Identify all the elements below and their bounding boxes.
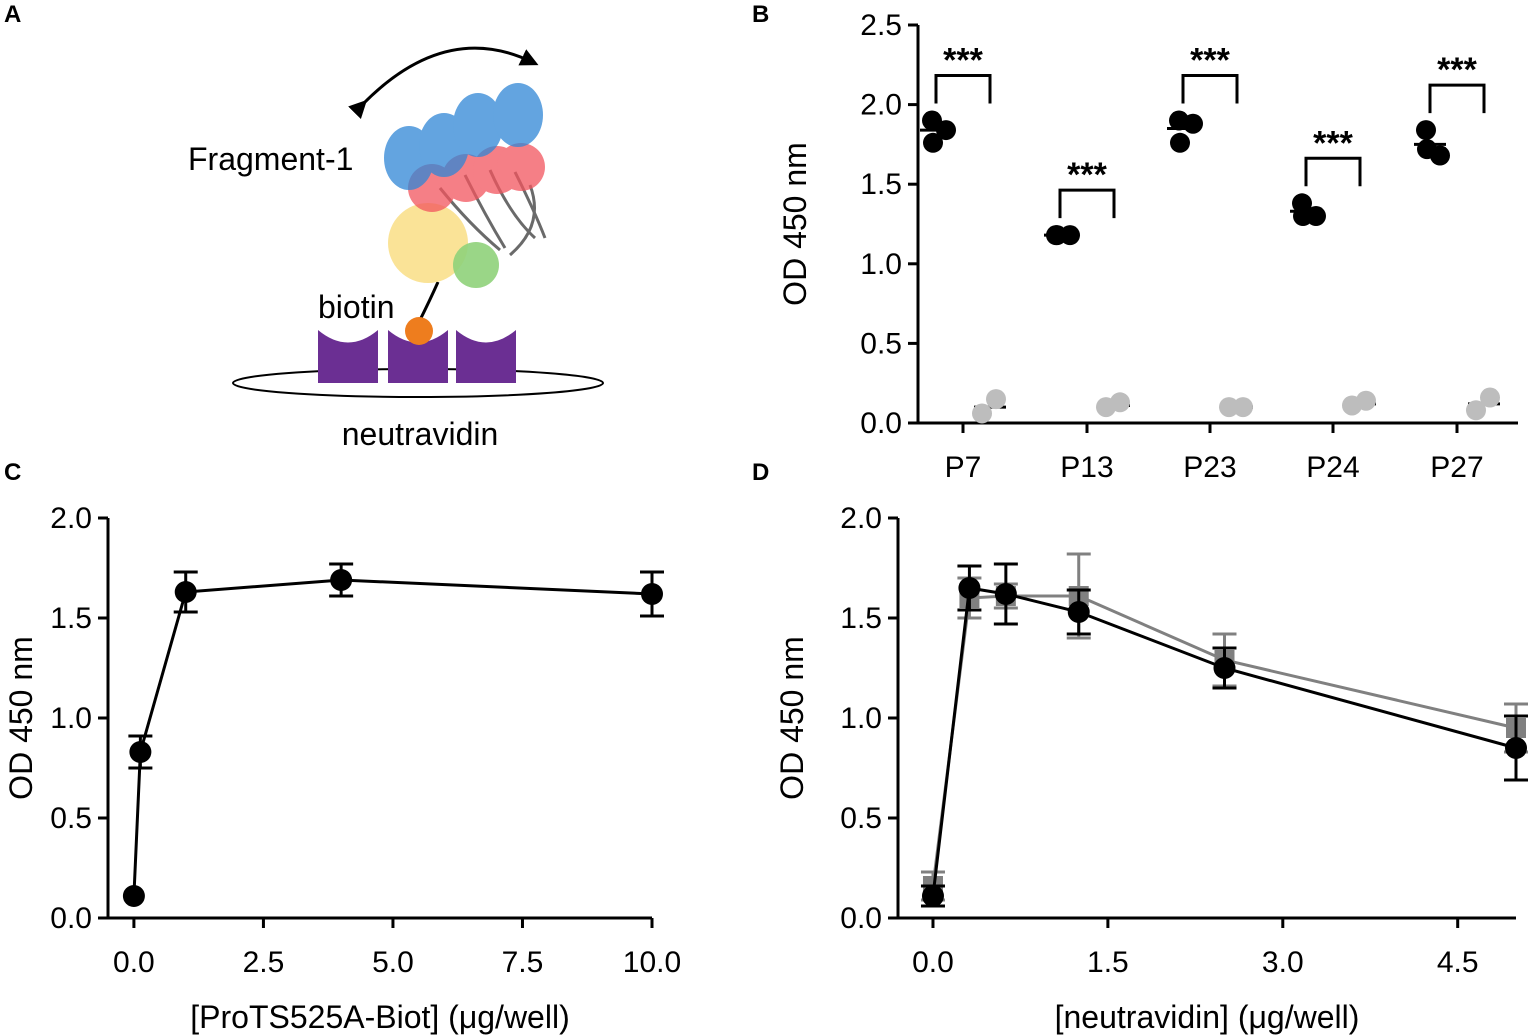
data-point-ProTS525A-Biot <box>174 581 197 603</box>
significance-bracket <box>1058 188 1116 219</box>
significance-bracket <box>1181 74 1239 104</box>
data-point-control <box>1219 397 1239 418</box>
x-tick-label-d: 0.0 <box>912 946 954 979</box>
panel-letter-c: C <box>4 459 21 486</box>
data-point-black <box>1067 601 1090 623</box>
data-point-black <box>1213 657 1236 679</box>
data-point-control <box>1466 400 1486 421</box>
data-point-control <box>1110 392 1130 413</box>
x-axis-label-d: [neutravidin] (μg/well) <box>1055 999 1360 1035</box>
x-tick-label-b: P7 <box>945 451 982 484</box>
series-line-black <box>931 586 1517 897</box>
green-domain-icon <box>453 242 499 288</box>
y-tick-label-d: 0.5 <box>840 802 882 835</box>
data-point-sample <box>1293 206 1313 227</box>
x-tick-label-b: P24 <box>1306 451 1359 484</box>
data-point-ProTS525A-Biot <box>122 885 145 907</box>
chart-b: 0.0 0.5 1.0 1.5 2.0 2.5 P7 P13 P23 P24 P27 OD 450 n… <box>777 9 1518 484</box>
y-tick-label-c: 0.5 <box>50 802 92 835</box>
panel-letter-b: B <box>752 1 769 28</box>
y-tick-label-d: 1.0 <box>840 702 882 735</box>
significance-label: *** <box>1313 124 1353 162</box>
x-tick-label-d: 4.5 <box>1437 946 1479 979</box>
significance-label: *** <box>943 42 983 80</box>
biotin-icon <box>405 317 433 345</box>
data-point-ProTS525A-Biot <box>330 569 353 591</box>
y-tick-label-d: 1.5 <box>840 602 882 635</box>
linker-icon <box>417 281 440 323</box>
y-tick-label-b: 2.0 <box>860 89 902 122</box>
y-axis-label-d: OD 450 nm <box>774 636 810 800</box>
y-tick-label-d: 2.0 <box>840 502 882 535</box>
y-axis-label-c: OD 450 nm <box>3 636 39 800</box>
neutravidin-molecules-icon <box>318 330 516 383</box>
significance-bracket <box>1304 156 1362 187</box>
data-point-sample <box>1183 113 1203 134</box>
y-tick-label-b: 0.5 <box>860 327 902 360</box>
x-tick-label-d: 3.0 <box>1262 946 1304 979</box>
panel-letter-a: A <box>4 1 21 28</box>
data-point-control <box>1480 387 1500 408</box>
fragment-label: Fragment-1 <box>188 141 353 177</box>
x-tick-label-d: 1.5 <box>1087 946 1129 979</box>
y-tick-label-b: 2.5 <box>860 9 902 42</box>
y-tick-label-d: 0.0 <box>840 902 882 935</box>
y-tick-label-b: 1.5 <box>860 168 902 201</box>
data-point-ProTS525A-Biot <box>641 583 663 605</box>
y-tick-label-b: 1.0 <box>860 248 902 281</box>
series-line-ProTS525A-Biot <box>132 578 653 897</box>
data-point-ProTS525A-Biot <box>129 741 152 763</box>
x-tick-label-b: P13 <box>1060 451 1113 484</box>
data-point-black <box>958 577 981 599</box>
data-point-control <box>972 403 992 424</box>
chart-d: 0.0 0.5 1.0 1.5 2.0 0.0 1.5 3.0 4.5 OD 450 nm [neu… <box>774 502 1528 1035</box>
data-point-sample <box>922 110 942 131</box>
x-tick-label-c: 5.0 <box>372 946 414 979</box>
rotation-arrow-icon <box>348 46 539 120</box>
significance-bracket <box>1428 83 1486 114</box>
significance-label: *** <box>1190 42 1230 80</box>
significance-label: *** <box>1067 156 1107 194</box>
y-tick-label-c: 1.0 <box>50 702 92 735</box>
data-point-black <box>994 583 1017 605</box>
panel-a-diagram: Fragment-1 biotin neutravidin <box>188 46 604 452</box>
data-point-control <box>1356 390 1376 411</box>
neutravidin-label: neutravidin <box>342 416 499 452</box>
x-tick-label-b: P27 <box>1430 451 1483 484</box>
x-tick-label-c: 10.0 <box>623 946 681 979</box>
x-tick-label-b: P23 <box>1183 451 1236 484</box>
x-tick-label-c: 7.5 <box>502 946 544 979</box>
significance-bracket <box>934 74 992 104</box>
y-tick-label-c: 2.0 <box>50 502 92 535</box>
y-tick-label-c: 1.5 <box>50 602 92 635</box>
x-tick-label-c: 2.5 <box>243 946 285 979</box>
x-axis-label-c: [ProTS525A-Biot] (μg/well) <box>190 999 569 1035</box>
x-tick-label-c: 0.0 <box>113 946 155 979</box>
chart-c: 0.0 0.5 1.0 1.5 2.0 0.0 2.5 5.0 7.5 10.0 OD 450 nm… <box>3 502 681 1035</box>
y-tick-label-c: 0.0 <box>50 902 92 935</box>
significance-label: *** <box>1437 51 1477 89</box>
y-axis-label-b: OD 450 nm <box>777 142 813 306</box>
data-point-black <box>1505 737 1527 759</box>
data-point-sample <box>1047 225 1067 246</box>
data-point-sample <box>1170 132 1190 153</box>
data-point-sample <box>923 132 943 153</box>
data-point-sample <box>936 120 956 141</box>
data-point-sample <box>1417 139 1437 160</box>
y-tick-label-b: 0.0 <box>860 407 902 440</box>
data-point-control <box>1233 397 1253 418</box>
data-point-control <box>986 389 1006 410</box>
data-point-black <box>921 885 944 907</box>
blue-domains-icon <box>384 83 543 190</box>
panel-letter-d: D <box>752 459 769 486</box>
biotin-label: biotin <box>318 289 395 325</box>
yellow-domain-icon <box>388 203 468 283</box>
data-point-sample <box>1416 120 1436 141</box>
